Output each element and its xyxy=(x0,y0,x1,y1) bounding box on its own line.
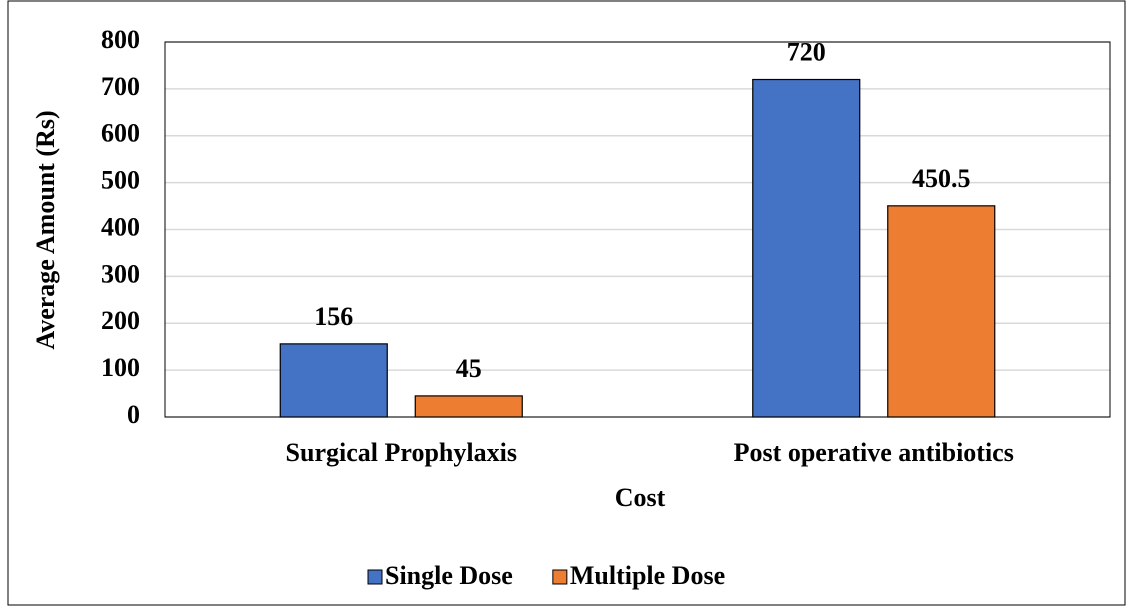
y-tick-label: 300 xyxy=(101,259,140,288)
bar xyxy=(887,205,996,418)
data-label: 156 xyxy=(314,302,353,331)
chart-border xyxy=(7,0,1126,606)
y-tick-label: 100 xyxy=(101,353,140,382)
plot-border xyxy=(164,41,1111,418)
y-tick-label: 0 xyxy=(127,400,140,429)
bar xyxy=(752,78,861,418)
x-tick-label: Surgical Prophylaxis xyxy=(286,438,517,467)
y-tick-label: 400 xyxy=(101,212,140,241)
x-tick-label: Post operative antibiotics xyxy=(734,438,1014,467)
y-tick-label: 500 xyxy=(101,166,140,195)
x-axis-label: Cost xyxy=(615,483,666,512)
legend-swatch xyxy=(552,569,568,585)
y-axis-label: Average Amount (Rs) xyxy=(31,110,60,349)
data-label: 720 xyxy=(787,37,826,66)
y-tick-label: 600 xyxy=(101,119,140,148)
data-label: 45 xyxy=(456,354,482,383)
data-label: 450.5 xyxy=(912,164,971,193)
bar xyxy=(279,343,388,418)
legend-label: Single Dose xyxy=(385,561,513,590)
bar xyxy=(414,395,523,418)
y-tick-label: 800 xyxy=(101,25,140,54)
y-tick-label: 200 xyxy=(101,306,140,335)
y-tick-label: 700 xyxy=(101,72,140,101)
legend-swatch xyxy=(367,569,383,585)
legend-label: Multiple Dose xyxy=(570,561,725,590)
